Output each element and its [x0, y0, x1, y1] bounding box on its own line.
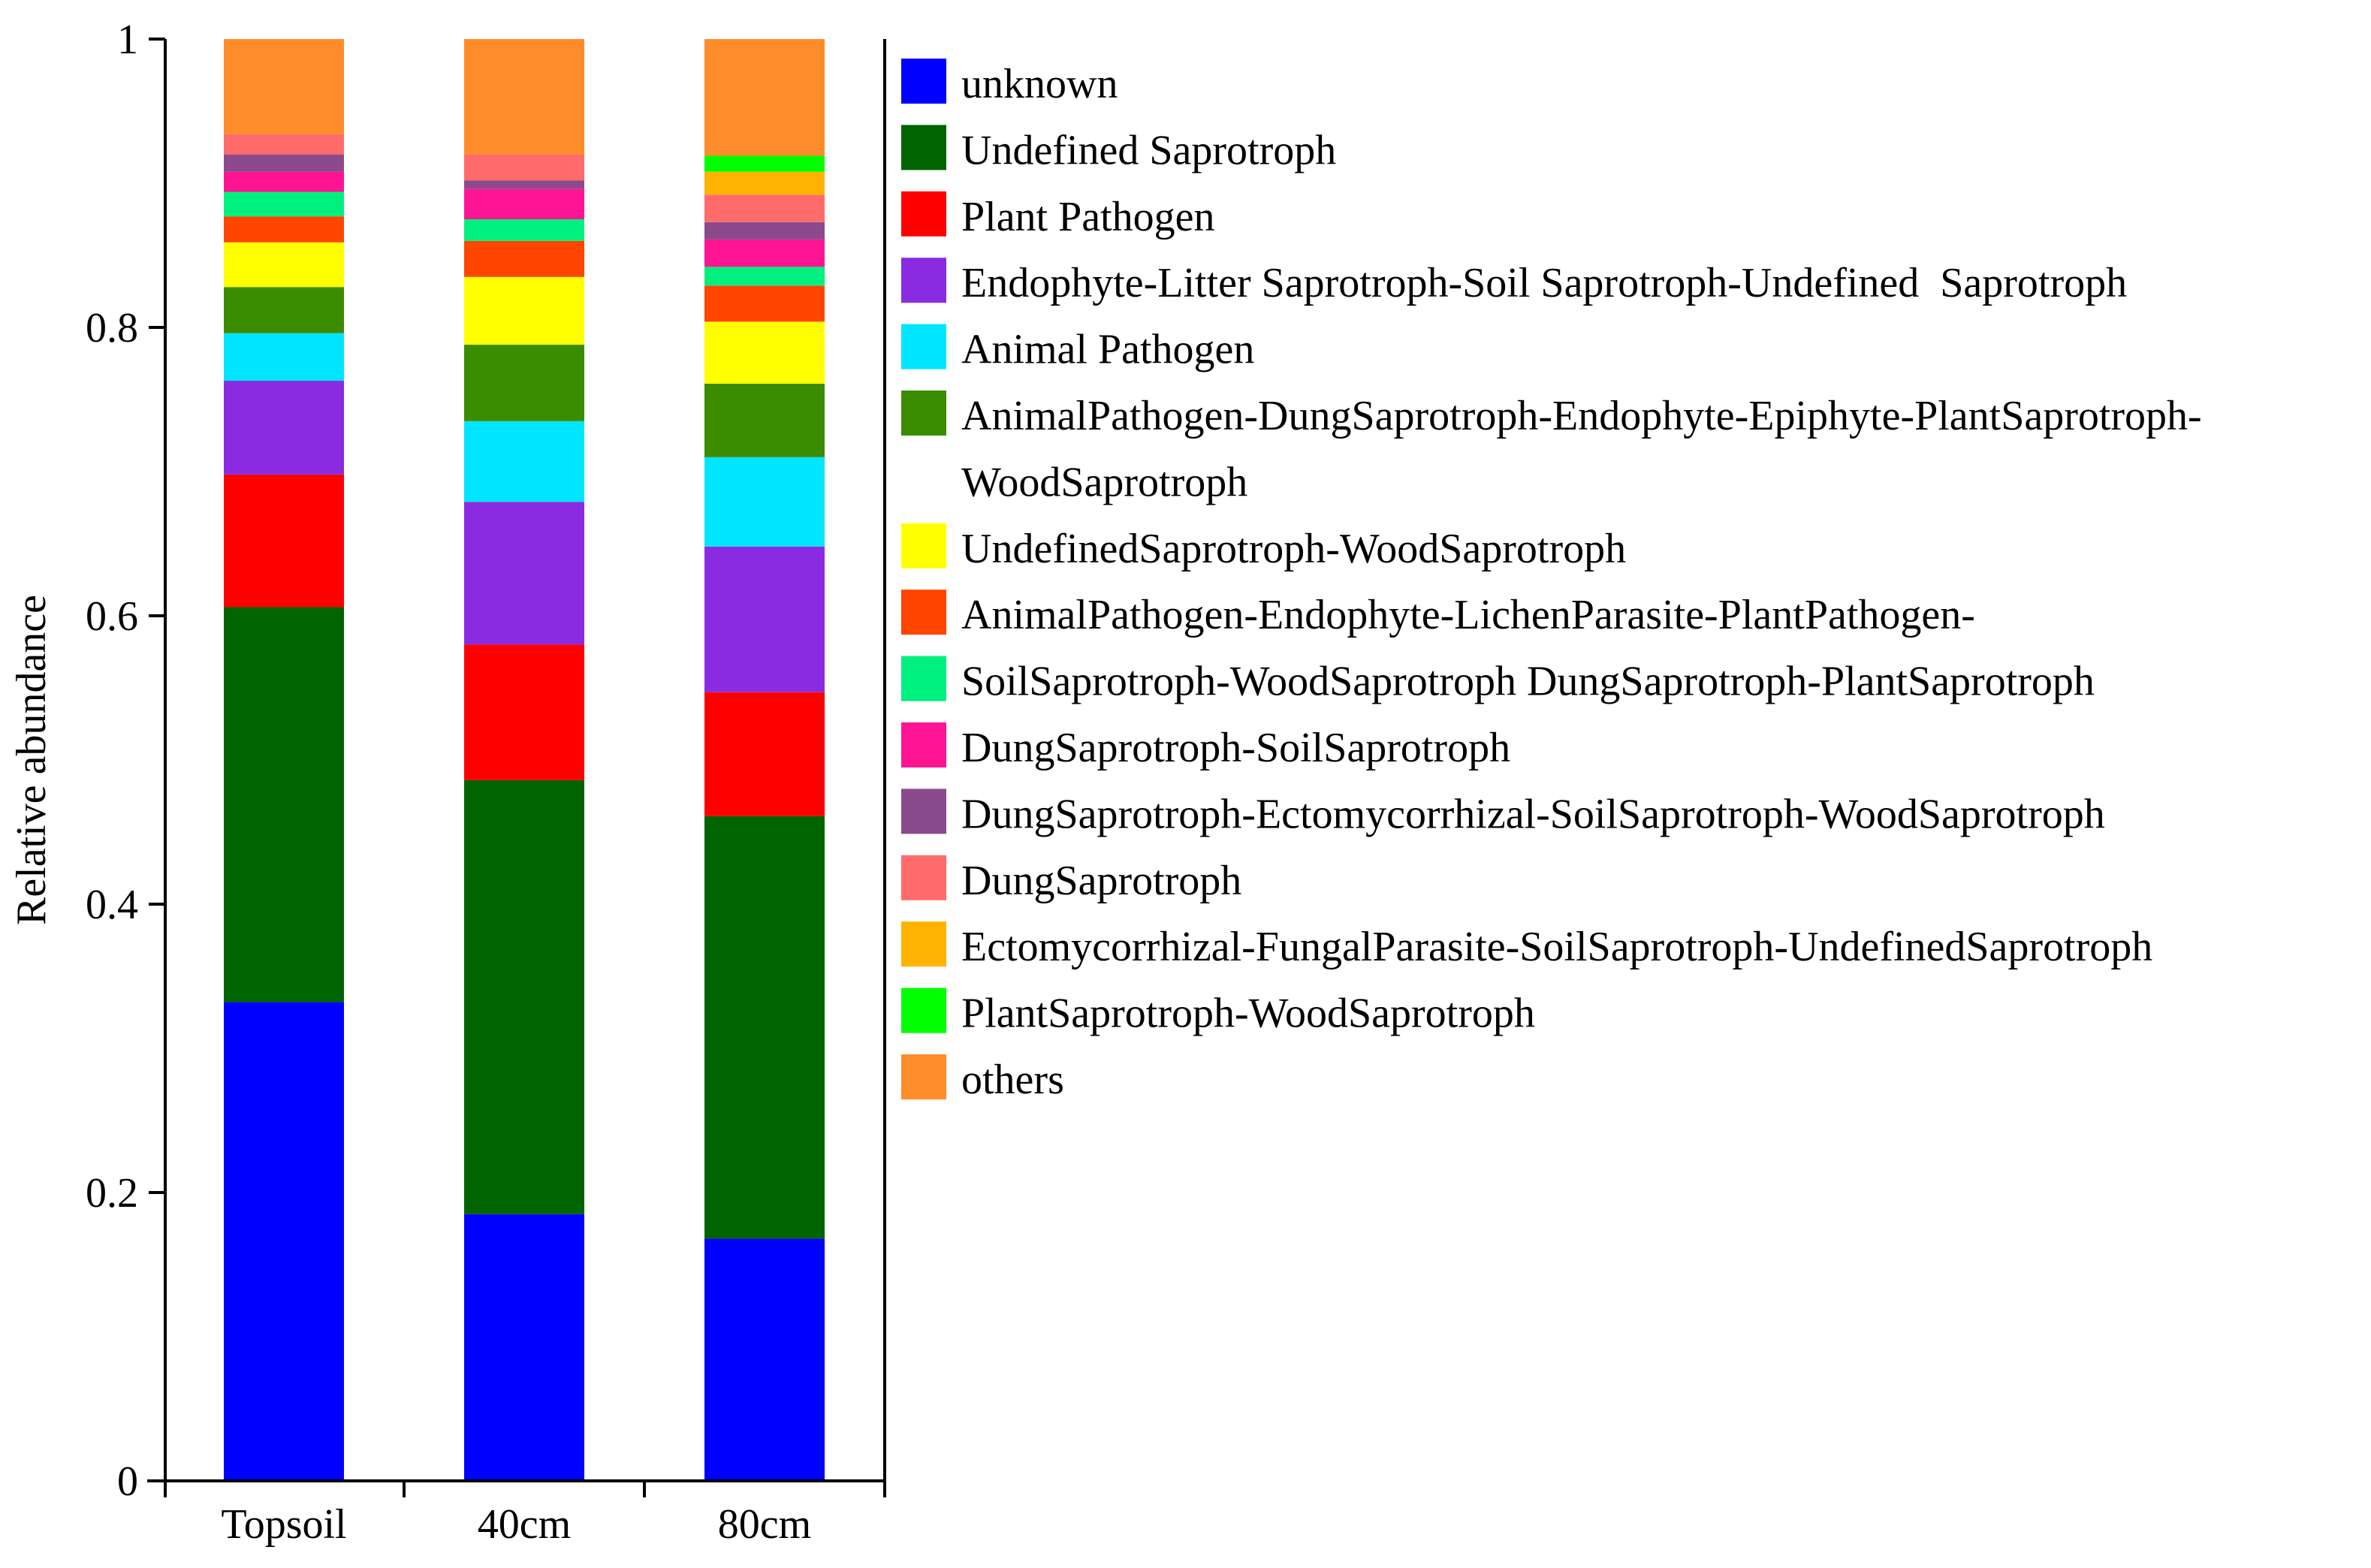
x-tick-label-1: 40cm	[478, 1501, 571, 1548]
y-tick-label-1: 0.2	[86, 1170, 138, 1217]
bar-segment-topsoil-10	[224, 154, 344, 172]
bar-segment-40cm-9	[464, 188, 584, 219]
legend-swatch-2	[901, 191, 946, 237]
legend-label-4: Animal Pathogen	[961, 327, 1254, 373]
bar-segment-80cm-6	[704, 321, 825, 384]
bar-segment-80cm-5	[704, 383, 825, 457]
legend-swatch-14	[901, 1054, 946, 1099]
bars-layer	[224, 39, 825, 1481]
bar-segment-40cm-2	[464, 644, 584, 780]
legend-label-8: SoilSaprotroph-WoodSaprotroph DungSaprot…	[961, 659, 2095, 705]
bar-segment-80cm-11	[704, 194, 825, 222]
bar-segment-topsoil-11	[224, 134, 344, 155]
legend-swatch-10	[901, 789, 946, 834]
y-axis-title: Relative abundance	[8, 595, 55, 925]
legend-swatch-12	[901, 921, 946, 967]
legend-label-5-1: WoodSaprotroph	[961, 459, 1247, 505]
bar-segment-80cm-2	[704, 692, 825, 816]
bar-segment-40cm-11	[464, 154, 584, 181]
bar-segment-topsoil-2	[224, 474, 344, 608]
bar-segment-topsoil-5	[224, 287, 344, 333]
legend-swatch-0	[901, 59, 946, 104]
bar-segment-topsoil-6	[224, 242, 344, 288]
x-tick-label-2: 80cm	[718, 1501, 811, 1548]
legend-swatch-9	[901, 722, 946, 767]
legend-label-7: AnimalPathogen-Endophyte-LichenParasite-…	[961, 592, 1975, 638]
x-tick-label-0: Topsoil	[221, 1501, 346, 1548]
legend-label-12: Ectomycorrhizal-FungalParasite-SoilSapro…	[961, 924, 2152, 970]
legend-label-11: DungSaprotroph	[961, 858, 1241, 904]
bar-segment-80cm-0	[704, 1238, 825, 1481]
bar-segment-80cm-8	[704, 267, 825, 286]
legend-swatch-5	[901, 390, 946, 436]
bar-segment-80cm-12	[704, 171, 825, 195]
legend-label-13: PlantSaprotroph-WoodSaprotroph	[961, 991, 1535, 1037]
legend-label-10: DungSaprotroph-Ectomycorrhizal-SoilSapro…	[961, 791, 2105, 837]
legend-swatch-11	[901, 855, 946, 900]
bar-segment-40cm-1	[464, 779, 584, 1214]
bar-segment-40cm-4	[464, 421, 584, 502]
legend-swatch-6	[901, 523, 946, 568]
y-tick-label-3: 0.6	[86, 593, 138, 640]
bar-segment-80cm-1	[704, 816, 825, 1239]
bar-segment-topsoil-7	[224, 216, 344, 243]
bar-segment-40cm-8	[464, 219, 584, 241]
bar-segment-80cm-7	[704, 285, 825, 322]
legend-swatch-3	[901, 258, 946, 303]
legend-swatch-7	[901, 590, 946, 635]
bar-segment-40cm-0	[464, 1214, 584, 1481]
legend-label-9: DungSaprotroph-SoilSaprotroph	[961, 725, 1510, 771]
y-tick-label-5: 1	[117, 17, 138, 63]
legend-label-6: UndefinedSaprotroph-WoodSaprotroph	[961, 526, 1626, 572]
bar-segment-80cm-3	[704, 546, 825, 692]
bar-segment-40cm-14	[464, 39, 584, 155]
legend-label-0: unknown	[961, 61, 1118, 107]
bar-segment-40cm-3	[464, 502, 584, 645]
bar-segment-40cm-6	[464, 276, 584, 345]
bar-segment-80cm-13	[704, 155, 825, 172]
y-tick-label-0: 0	[117, 1458, 138, 1505]
legend-label-5-0: AnimalPathogen-DungSaprotroph-Endophyte-…	[961, 393, 2202, 439]
bar-segment-topsoil-9	[224, 171, 344, 192]
bar-segment-80cm-14	[704, 39, 825, 156]
bar-segment-40cm-5	[464, 345, 584, 421]
bar-segment-topsoil-8	[224, 191, 344, 217]
bar-segment-topsoil-3	[224, 381, 344, 475]
axes-layer: 0 0.2 0.4 0.6 0.8 1 Topsoil 40cm 80cm Relative ab…	[8, 17, 886, 1548]
bar-segment-topsoil-4	[224, 333, 344, 381]
bar-segment-topsoil-0	[224, 1002, 344, 1481]
bar-segment-80cm-9	[704, 239, 825, 267]
legend-label-1: Undefined Saprotroph	[961, 127, 1336, 173]
legend-label-14: others	[961, 1057, 1064, 1103]
legend-label-2: Plant Pathogen	[961, 194, 1215, 240]
bar-segment-topsoil-14	[224, 39, 344, 134]
legend-swatch-13	[901, 988, 946, 1033]
bar-segment-80cm-4	[704, 457, 825, 547]
bar-segment-80cm-10	[704, 222, 825, 240]
bar-segment-40cm-10	[464, 180, 584, 189]
bar-segment-40cm-7	[464, 240, 584, 277]
legend-label-3: Endophyte-Litter Saprotroph-Soil Saprotr…	[961, 260, 2127, 306]
legend-swatch-8	[901, 656, 946, 701]
legend-swatch-1	[901, 125, 946, 170]
y-tick-label-4: 0.8	[86, 305, 138, 351]
legend: unknown Undefined Saprotroph Plant Pathoge…	[901, 59, 2202, 1103]
bar-segment-topsoil-1	[224, 607, 344, 1003]
legend-swatch-4	[901, 324, 946, 369]
y-tick-label-2: 0.4	[86, 882, 138, 928]
